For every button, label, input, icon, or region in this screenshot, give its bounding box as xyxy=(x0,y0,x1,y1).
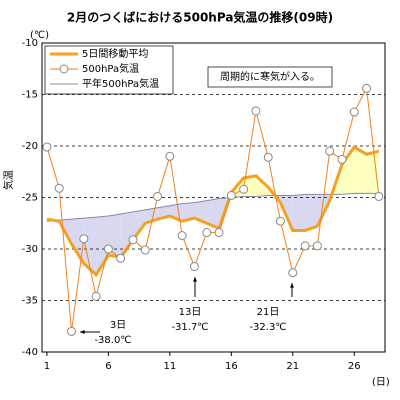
arrow-head xyxy=(290,283,294,288)
annotation: 21日 xyxy=(257,307,280,318)
y-tick-label: -10 xyxy=(22,38,38,49)
data-point xyxy=(263,152,273,162)
fill-region xyxy=(83,217,97,275)
data-point xyxy=(202,228,212,238)
y-tick-label: -35 xyxy=(22,296,38,307)
annotation: -31.7℃ xyxy=(171,322,208,333)
annotation: 3日 xyxy=(110,320,126,331)
x-tick-label: 1 xyxy=(44,361,50,372)
x-tick-label: 21 xyxy=(286,361,299,372)
legend-label: 5日間移動平均 xyxy=(82,47,148,60)
plot-frame xyxy=(41,42,386,353)
data-point xyxy=(349,107,359,117)
data-point xyxy=(140,245,150,255)
data-point xyxy=(103,244,113,254)
data-point xyxy=(79,234,89,244)
data-point xyxy=(153,191,163,201)
data-point xyxy=(226,190,236,200)
data-point xyxy=(362,83,372,93)
data-point xyxy=(54,183,64,193)
y-unit: (℃) xyxy=(30,30,49,41)
y-tick-label: -25 xyxy=(22,193,38,204)
y-tick-label: -30 xyxy=(22,244,38,255)
legend-label: 平年500hPa気温 xyxy=(82,77,159,90)
fill-region xyxy=(292,194,306,231)
data-point xyxy=(300,241,310,251)
fill-region xyxy=(194,200,207,224)
series-line xyxy=(46,145,380,278)
y-tick-label: -15 xyxy=(22,90,38,101)
x-tick-label: 26 xyxy=(348,361,361,372)
fill-region xyxy=(182,202,195,222)
data-point xyxy=(42,142,52,152)
data-point xyxy=(251,106,261,116)
x-unit: (日) xyxy=(372,377,390,388)
fill-region xyxy=(305,194,318,231)
data-point xyxy=(214,228,224,238)
y-label: 気温 xyxy=(2,170,15,190)
x-tick-label: 11 xyxy=(163,361,176,372)
y-tick-label: -20 xyxy=(22,141,38,152)
data-point xyxy=(128,235,138,245)
arrow-head xyxy=(80,330,85,334)
data-point xyxy=(374,191,384,201)
fill-region xyxy=(96,216,109,275)
series-line xyxy=(46,192,379,222)
fill-region xyxy=(120,211,133,258)
x-tick-label: 16 xyxy=(225,361,238,372)
data-point xyxy=(312,241,322,251)
fill-region xyxy=(71,218,84,264)
fill-region xyxy=(354,147,367,194)
fill-region xyxy=(255,175,269,197)
annotation: 周期的に寒気が入る。 xyxy=(220,70,320,83)
fill-region xyxy=(341,147,355,195)
data-point xyxy=(325,146,335,156)
data-point xyxy=(116,253,126,263)
data-point xyxy=(177,231,187,241)
legend-label: 500hPa気温 xyxy=(82,62,139,75)
data-point xyxy=(67,326,77,336)
fill-region xyxy=(366,151,379,194)
annotation-box xyxy=(207,66,333,88)
data-point xyxy=(239,184,249,194)
fill-region xyxy=(206,198,220,229)
data-point xyxy=(337,154,347,164)
chart-title: 2月のつくばにおける500hPa気温の推移(09時) xyxy=(67,10,333,25)
series-line xyxy=(46,86,380,332)
legend-marker xyxy=(59,64,69,74)
data-point xyxy=(288,268,298,278)
annotation: -32.3℃ xyxy=(249,322,286,333)
arrow-head xyxy=(193,277,197,282)
data-point xyxy=(91,291,101,301)
data-point xyxy=(276,216,286,226)
y-tick-label: -40 xyxy=(22,347,38,358)
x-tick-label: 6 xyxy=(105,361,111,372)
annotation: 13日 xyxy=(179,307,202,318)
annotation: -38.0℃ xyxy=(94,335,131,346)
data-point xyxy=(189,262,199,272)
fill-region xyxy=(132,209,146,240)
data-point xyxy=(165,151,175,161)
